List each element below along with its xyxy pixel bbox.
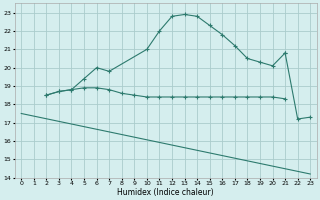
X-axis label: Humidex (Indice chaleur): Humidex (Indice chaleur) [117, 188, 214, 197]
